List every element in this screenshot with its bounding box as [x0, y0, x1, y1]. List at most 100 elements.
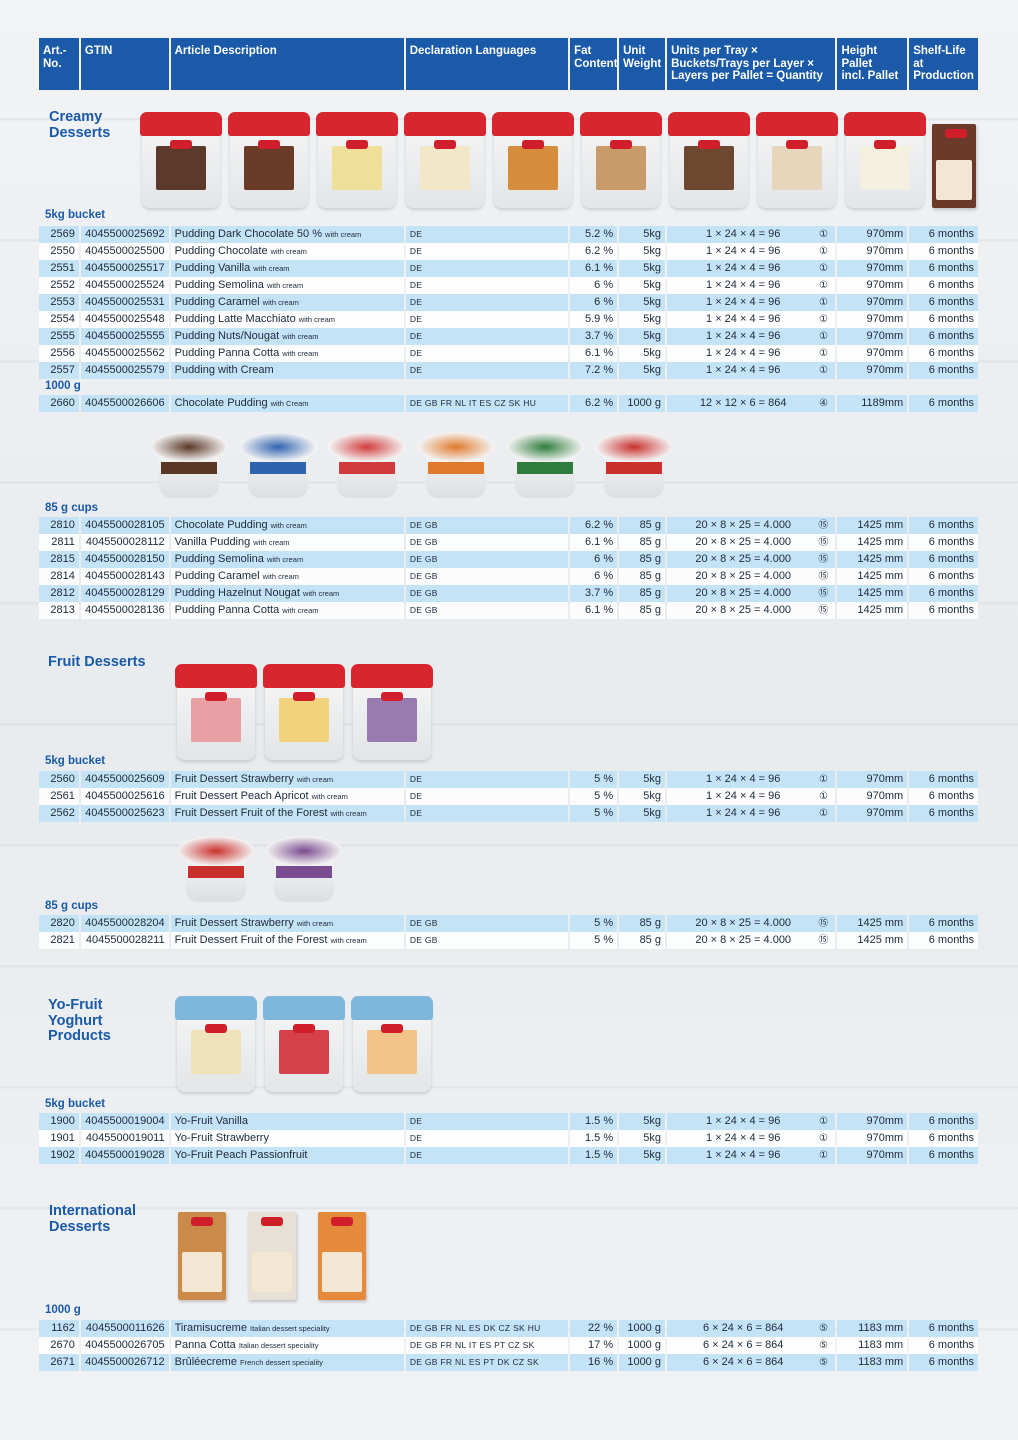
gtin-cell: 4045500025579 — [80, 362, 169, 379]
fat-cell: 5 % — [570, 788, 618, 805]
product-note: with cream — [253, 264, 290, 273]
table-row: 2555 4045500025555 Pudding Nuts/Nougat wit… — [39, 328, 978, 345]
table-row: 2550 4045500025500 Pudding Chocolate with … — [39, 243, 978, 260]
pallet-type-icon: ⑮ — [818, 520, 829, 531]
description-cell: Pudding with Cream — [170, 362, 404, 379]
weight-cell: 85 g — [619, 932, 665, 949]
group-label-1000g: 1000 g — [45, 380, 81, 392]
description-cell: Yo-Fruit Peach Passionfruit — [170, 1147, 404, 1164]
height-cell: 970mm — [837, 243, 908, 260]
weight-cell: 1000 g — [619, 395, 665, 412]
cup-band — [188, 866, 244, 878]
pallet-type-icon: ⑮ — [818, 935, 829, 946]
weight-cell: 5kg — [619, 226, 665, 243]
height-cell: 1425 mm — [837, 915, 908, 932]
gtin-cell: 4045500025500 — [80, 243, 169, 260]
table-row: 2562 4045500025623 Fruit Dessert Fruit of … — [39, 805, 978, 822]
shelf-life-cell: 6 months — [909, 362, 978, 379]
art-no-cell: 2813 — [39, 602, 79, 619]
shelf-life-cell: 6 months — [909, 551, 978, 568]
languages-cell: DE — [405, 362, 569, 379]
section-title-fruit: Fruit Desserts — [48, 654, 146, 670]
height-cell: 970mm — [837, 328, 908, 345]
bucket-lid — [492, 112, 574, 136]
quantity-formula: 6 × 24 × 6 = 864 — [702, 1322, 784, 1334]
quantity-cell: 1 × 24 × 4 = 96 ① — [666, 362, 836, 379]
table-row: 2812 4045500028129 Pudding Hazelnut Nougat… — [39, 585, 978, 602]
quantity-formula: 20 × 8 × 25 = 4.000 — [695, 553, 792, 565]
box-image — [318, 1212, 366, 1300]
bucket-image — [140, 112, 222, 208]
description-cell: Fruit Dessert Peach Apricot with cream — [170, 788, 404, 805]
quantity-formula: 1 × 24 × 4 = 96 — [706, 1132, 781, 1144]
gtin-cell: 4045500028211 — [80, 932, 169, 949]
bucket-label — [279, 698, 329, 742]
height-cell: 970mm — [837, 260, 908, 277]
quantity-cell: 1 × 24 × 4 = 96 ① — [666, 788, 836, 805]
description-cell: Pudding Vanilla with cream — [170, 260, 404, 277]
gtin-cell: 4045500025555 — [80, 328, 169, 345]
description-cell: Chocolate Pudding with Cream — [170, 395, 404, 412]
brand-logo-icon — [698, 140, 720, 149]
height-cell: 1425 mm — [837, 534, 908, 551]
bucket-lid — [756, 112, 838, 136]
quantity-formula: 20 × 8 × 25 = 4.000 — [695, 570, 792, 582]
bucket-lid — [228, 112, 310, 136]
product-note: with cream — [330, 809, 367, 818]
fat-cell: 6 % — [570, 277, 618, 294]
languages-cell: DE GB — [405, 915, 569, 932]
pallet-type-icon: ① — [818, 808, 828, 819]
height-cell: 970mm — [837, 771, 908, 788]
languages-cell: DE GB — [405, 534, 569, 551]
product-name: Tiramisucreme — [174, 1322, 250, 1334]
bucket-label — [191, 1030, 241, 1074]
shelf-life-cell: 6 months — [909, 788, 978, 805]
languages-cell: DE — [405, 788, 569, 805]
fruit-cup-rows: 2820 4045500028204 Fruit Dessert Strawberr… — [39, 915, 978, 949]
product-note: with cream — [262, 572, 299, 581]
cup-lid — [265, 836, 343, 866]
cup-lid — [150, 432, 228, 462]
header-art-no: Art.- No. — [39, 38, 79, 90]
weight-cell: 5kg — [619, 311, 665, 328]
gtin-cell: 4045500025616 — [80, 788, 169, 805]
cup-lid — [177, 836, 255, 866]
table-row: 2820 4045500028204 Fruit Dessert Strawberr… — [39, 915, 978, 932]
fat-cell: 6 % — [570, 551, 618, 568]
brand-logo-icon — [191, 1217, 213, 1226]
languages-cell: DE — [405, 805, 569, 822]
quantity-formula: 1 × 24 × 4 = 96 — [706, 313, 781, 325]
art-no-cell: 2815 — [39, 551, 79, 568]
shelf-life-cell: 6 months — [909, 585, 978, 602]
fat-cell: 5 % — [570, 771, 618, 788]
group-label-5kg: 5kg bucket — [45, 1098, 106, 1110]
shelf-life-cell: 6 months — [909, 517, 978, 534]
bucket-lid — [668, 112, 750, 136]
quantity-cell: 1 × 24 × 4 = 96 ① — [666, 345, 836, 362]
yofruit-rows: 1900 4045500019004 Yo-Fruit Vanilla DE 1.5 %… — [39, 1113, 978, 1164]
group-label-5kg: 5kg bucket — [45, 755, 106, 767]
box-image — [248, 1212, 296, 1300]
weight-cell: 85 g — [619, 551, 665, 568]
bucket-label — [596, 146, 646, 190]
fat-cell: 3.7 % — [570, 328, 618, 345]
weight-cell: 85 g — [619, 517, 665, 534]
brand-logo-icon — [945, 129, 967, 138]
product-note: with cream — [253, 538, 290, 547]
shelf-life-cell: 6 months — [909, 243, 978, 260]
product-name: Yo-Fruit Peach Passionfruit — [174, 1149, 308, 1161]
bucket-label — [508, 146, 558, 190]
bucket-lid — [263, 664, 345, 688]
bucket-label — [860, 146, 910, 190]
product-note: with cream — [266, 281, 304, 290]
description-cell: Yo-Fruit Strawberry — [170, 1130, 404, 1147]
quantity-formula: 1 × 24 × 4 = 96 — [706, 364, 781, 376]
fat-cell: 1.5 % — [570, 1113, 618, 1130]
gtin-cell: 4045500028136 — [80, 602, 169, 619]
group-label-1000g: 1000 g — [45, 1304, 81, 1316]
product-name: Pudding Semolina — [174, 553, 267, 565]
table-header: Art.- No. GTIN Article Description Decla… — [39, 38, 978, 90]
shelf-life-cell: 6 months — [909, 568, 978, 585]
bucket-image — [492, 112, 574, 208]
fat-cell: 6.2 % — [570, 395, 618, 412]
